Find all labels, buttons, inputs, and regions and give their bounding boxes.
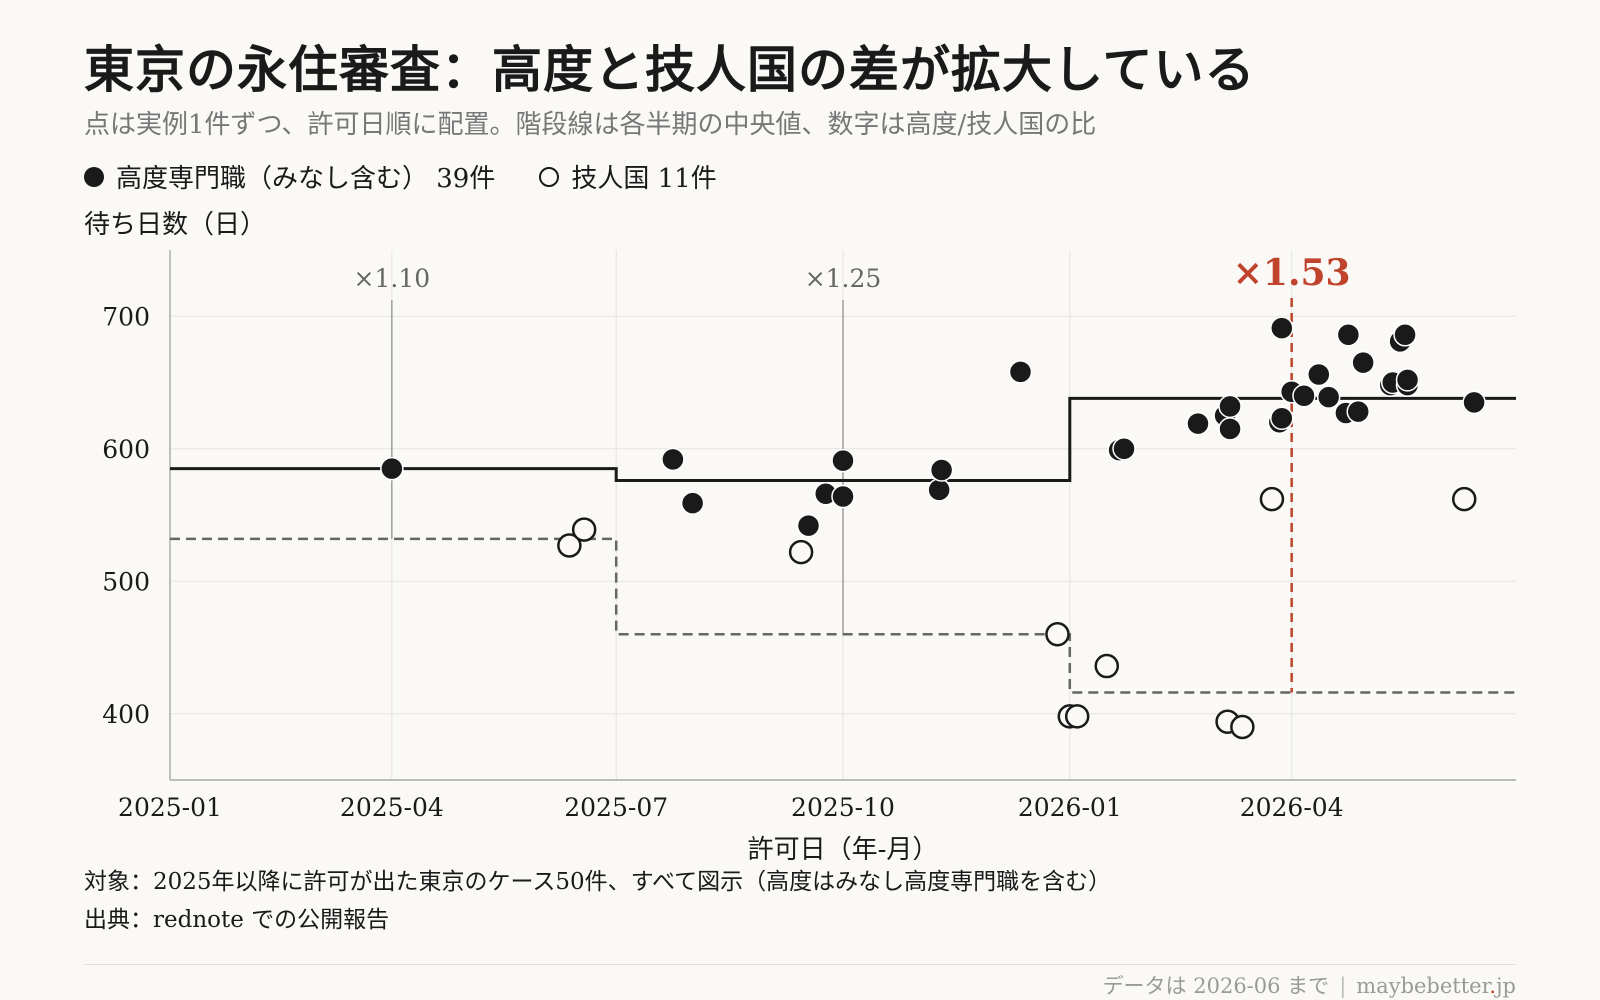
data-point-high-skill xyxy=(831,448,855,473)
data-point-gijinkoku xyxy=(1230,714,1255,740)
data-point-high-skill xyxy=(1351,350,1375,375)
data-point-high-skill xyxy=(1336,323,1361,347)
legend-label-high-skill: 高度専門職（みなし含む） 39件 xyxy=(116,164,496,194)
data-point-high-skill xyxy=(1395,368,1420,392)
data-point-high-skill xyxy=(1316,385,1341,409)
legend: 高度専門職（みなし含む） 39件 技人国 11件 xyxy=(84,158,761,195)
ratio-label: ×1.10 xyxy=(354,264,431,293)
source-note: 出典：rednote での公開報告 xyxy=(84,907,390,933)
footer: データは 2026-06 まで | maybebetter.jp xyxy=(1103,970,1516,1000)
data-point-high-skill xyxy=(1346,399,1370,424)
ratio-label: ×1.25 xyxy=(805,264,882,293)
data-point-high-skill xyxy=(1218,394,1242,419)
x-tick-label: 2025-01 xyxy=(118,793,222,822)
data-point-high-skill xyxy=(796,513,821,538)
data-point-high-skill xyxy=(380,456,404,481)
y-tick-label: 700 xyxy=(102,302,150,331)
data-point-high-skill xyxy=(1270,406,1294,431)
data-point-gijinkoku xyxy=(1259,486,1285,512)
footer-divider xyxy=(84,964,1516,965)
legend-item-gijinkoku: 技人国 11件 xyxy=(539,158,717,195)
data-point-gijinkoku xyxy=(571,517,597,542)
legend-label-gijinkoku: 技人国 11件 xyxy=(571,164,717,194)
data-point-high-skill xyxy=(929,458,954,482)
x-tick-label: 2026-01 xyxy=(1018,793,1122,822)
data-point-high-skill xyxy=(1393,323,1417,347)
data-point-high-skill xyxy=(1112,437,1136,461)
data-point-gijinkoku xyxy=(1094,653,1120,679)
data-point-high-skill xyxy=(831,484,855,509)
footer-separator: | xyxy=(1339,974,1347,998)
y-tick-label: 600 xyxy=(102,435,150,464)
site-dot: . xyxy=(1489,974,1497,998)
data-point-high-skill xyxy=(1186,411,1210,436)
data-point-gijinkoku xyxy=(557,533,582,558)
data-point-high-skill xyxy=(680,491,705,515)
y-tick-label: 500 xyxy=(102,567,150,596)
data-point-high-skill xyxy=(1218,417,1242,441)
data-point-gijinkoku xyxy=(1045,622,1070,647)
ratio-label: ×1.53 xyxy=(1233,252,1351,294)
data-point-high-skill xyxy=(1270,316,1294,340)
x-tick-label: 2025-04 xyxy=(340,793,444,822)
data-point-high-skill xyxy=(661,447,685,472)
scope-note: 対象：2025年以降に許可が出た東京のケース50件、すべて図示（高度はみなし高度… xyxy=(84,869,1112,895)
x-axis-title: 許可日（年-月） xyxy=(748,835,939,860)
chart-title: 東京の永住審査：高度と技人国の差が拡大している xyxy=(84,40,1256,99)
legend-item-high-skill: 高度専門職（みなし含む） 39件 xyxy=(84,158,495,195)
y-axis-title: 待ち日数（日） xyxy=(84,210,267,240)
x-tick-label: 2026-04 xyxy=(1240,793,1344,822)
data-point-high-skill xyxy=(927,478,951,502)
scatter-chart: 400 500 600 700 2025-01 2025-04 2025-07 2025-10… xyxy=(102,250,1516,860)
data-point-gijinkoku xyxy=(1451,486,1477,512)
data-point-high-skill xyxy=(1292,384,1316,408)
median-step-line-high-skill xyxy=(170,396,1516,483)
data-point-high-skill xyxy=(1307,362,1331,387)
y-tick-label: 400 xyxy=(102,700,150,729)
data-point-high-skill xyxy=(1462,390,1486,415)
open-circle-icon xyxy=(539,166,560,187)
data-point-gijinkoku xyxy=(1064,704,1090,729)
data-point-gijinkoku xyxy=(788,539,814,565)
data-point-high-skill xyxy=(1008,360,1033,384)
site-name: maybebetter xyxy=(1356,974,1490,998)
median-step-line-gijinkoku xyxy=(170,537,1516,694)
filled-circle-icon xyxy=(84,166,104,187)
data-until-label: データは 2026-06 まで xyxy=(1102,974,1330,998)
chart-subtitle: 点は実例1件ずつ、許可日順に配置。階段線は各半期の中央値、数字は高度/技人国の比 xyxy=(84,110,1097,140)
x-tick-label: 2025-07 xyxy=(564,793,668,822)
site-tld: jp xyxy=(1496,974,1516,998)
x-tick-label: 2025-10 xyxy=(791,793,895,822)
